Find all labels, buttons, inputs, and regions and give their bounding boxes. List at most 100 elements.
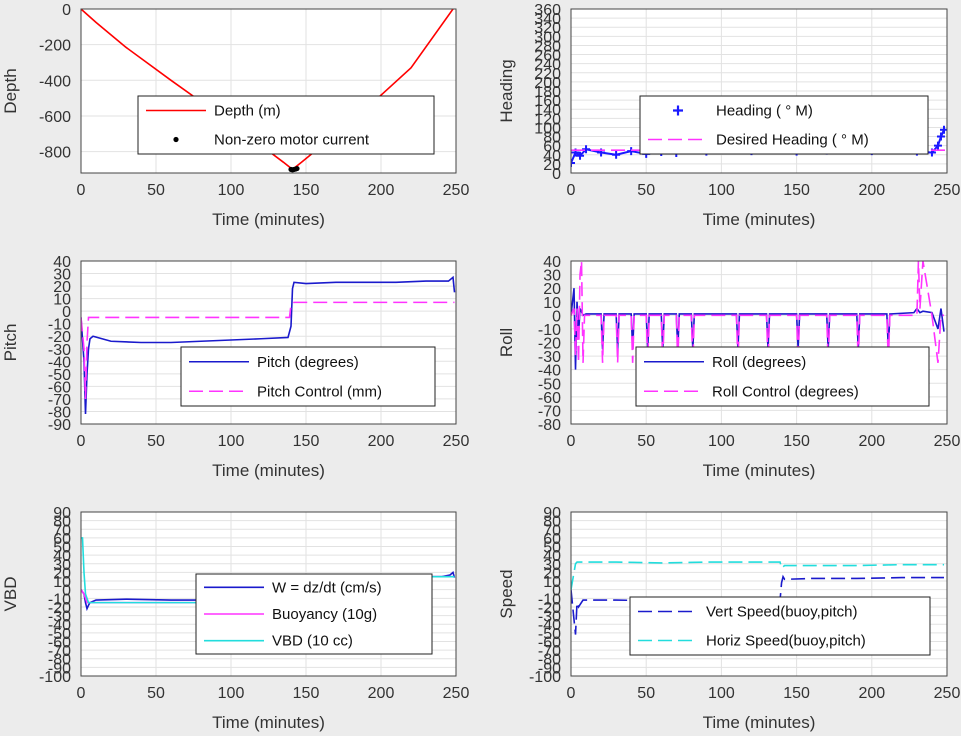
series-line-vert-speed-buoy-pitch [571,574,944,635]
x-tick-label: 100 [708,182,735,199]
x-tick-label: 0 [567,182,576,199]
y-tick-label: -80 [538,652,561,669]
y-tick-label: -200 [39,38,71,55]
y-tick-label: -20 [538,600,561,617]
legend-label: Depth (m) [214,103,281,120]
y-tick-label: 40 [53,254,71,271]
y-tick-label: -10 [538,322,561,339]
y-tick-label: 10 [543,574,561,591]
y-tick-label: -50 [48,367,71,384]
y-tick-label: -10 [48,317,71,334]
y-tick-label: 60 [543,139,561,156]
x-tick-label: 100 [708,685,735,702]
x-axis-label: Time (minutes) [703,210,816,229]
y-axis-label: Pitch [1,324,20,362]
x-tick-label: 250 [934,685,961,702]
x-tick-label: 0 [77,433,86,450]
legend-box [639,95,929,155]
x-tick-label: 100 [218,433,245,450]
legend: Pitch (degrees) Pitch Control (mm) [180,346,436,407]
y-tick-label: -90 [48,417,71,434]
y-tick-label: -90 [538,660,561,677]
axes-border [570,8,948,174]
legend: Depth (m) Non-zero motor current [137,95,435,155]
y-axis-label: Speed [497,569,516,618]
x-axis-label: Time (minutes) [703,461,816,480]
x-tick-label: 200 [858,182,885,199]
y-tick-label: -100 [39,669,71,686]
x-axis-label: Time (minutes) [703,713,816,732]
x-axis-label: Time (minutes) [212,461,325,480]
legend-label: Heading ( ° M) [716,103,813,120]
legend-label: Roll (degrees) [712,354,806,371]
x-tick-label: 200 [858,433,885,450]
x-tick-label: 200 [368,182,395,199]
data-point [294,165,300,172]
legend-label: Roll Control (degrees) [712,383,859,400]
legend-label: W = dz/dt (cm/s) [272,579,382,596]
data-point [936,132,945,141]
legend: Vert Speed(buoy,pitch) Horiz Speed(buoy,p… [629,596,931,656]
y-tick-label: -60 [538,390,561,407]
y-tick-label: 40 [543,548,561,565]
y-tick-label: 100 [534,120,561,137]
axes-border [80,8,457,174]
series-line-horiz-speed-buoy-pitch [571,561,944,590]
data-point [582,145,591,154]
x-tick-label: 50 [637,433,655,450]
x-tick-label: 200 [368,433,395,450]
series-line-pitch-control-mm [81,301,455,399]
y-tick-label: 90 [53,505,71,522]
y-tick-label: 20 [543,281,561,298]
y-tick-label: 0 [552,166,561,183]
y-tick-label: 280 [534,38,561,55]
panel-heading: 0 50 100 150 200 2500204060801001201401601802… [497,2,960,229]
panel-speed: 0 50 100 150 200 2509080706050403020100-10-20… [497,505,960,732]
y-tick-label: 60 [53,531,71,548]
y-tick-label: 40 [543,148,561,165]
y-tick-label: -30 [538,609,561,626]
y-tick-label: 160 [534,93,561,110]
series-group [571,561,944,635]
legend-swatch [673,105,683,116]
legend-label: Buoyancy (10g) [272,606,377,623]
y-tick-label: -60 [538,634,561,651]
y-tick-label: 0 [552,308,561,325]
panel-roll: 0 50 100 150 200 250403020100-10-20-30-40-50-… [497,254,960,480]
x-tick-label: 200 [368,685,395,702]
y-tick-label: 0 [62,304,71,321]
axes-border [80,260,457,425]
y-tick-label: 320 [534,20,561,37]
data-point [627,147,636,156]
y-tick-label: -50 [48,626,71,643]
legend-label: Vert Speed(buoy,pitch) [706,604,857,621]
x-tick-label: 0 [567,685,576,702]
data-point [933,141,942,150]
x-tick-label: 250 [443,685,470,702]
y-axis-label: Heading [497,59,516,122]
y-tick-label: 300 [534,29,561,46]
y-tick-label: 340 [534,11,561,28]
y-tick-label: 240 [534,57,561,74]
y-tick-label: -80 [48,404,71,421]
y-tick-label: 0 [62,583,71,600]
y-tick-label: -50 [538,376,561,393]
y-tick-label: 30 [543,557,561,574]
y-tick-label: -70 [48,392,71,409]
legend: W = dz/dt (cm/s) Buoyancy (10g) VBD (10 cc… [195,573,433,655]
legend-label: Pitch Control (mm) [257,383,382,400]
y-tick-label: 30 [53,557,71,574]
y-axis-label: Depth [1,68,20,113]
y-tick-label: -60 [48,379,71,396]
x-axis-label: Time (minutes) [212,713,325,732]
legend-label: VBD (10 cc) [272,633,353,650]
y-tick-label: 30 [543,268,561,285]
y-tick-label: 20 [543,565,561,582]
y-tick-label: 220 [534,66,561,83]
y-tick-label: 80 [53,514,71,531]
legend-box [629,596,931,656]
panel-pitch: 0 50 100 150 200 250403020100-10-20-30-40-50-… [1,254,469,480]
x-tick-label: 0 [77,182,86,199]
y-tick-label: 0 [62,2,71,19]
y-tick-label: -80 [48,652,71,669]
